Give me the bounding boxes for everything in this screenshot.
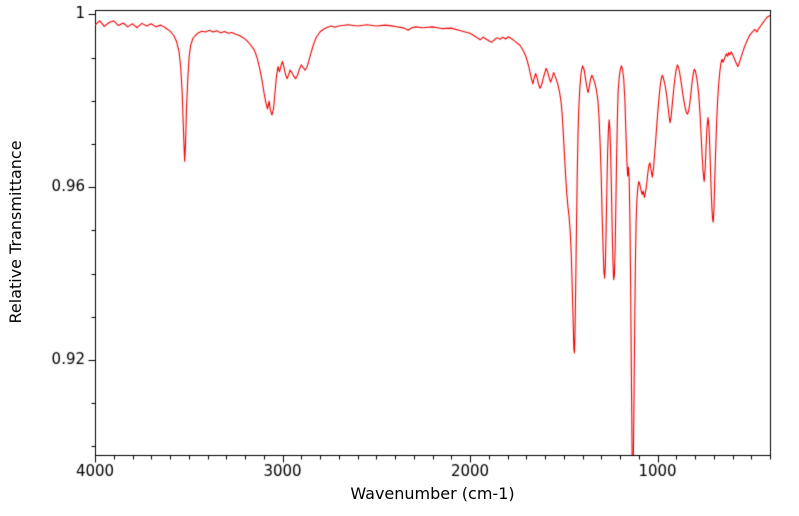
y-axis-label: Relative Transmittance	[6, 140, 25, 324]
x-axis-label: Wavenumber (cm-1)	[350, 484, 515, 503]
